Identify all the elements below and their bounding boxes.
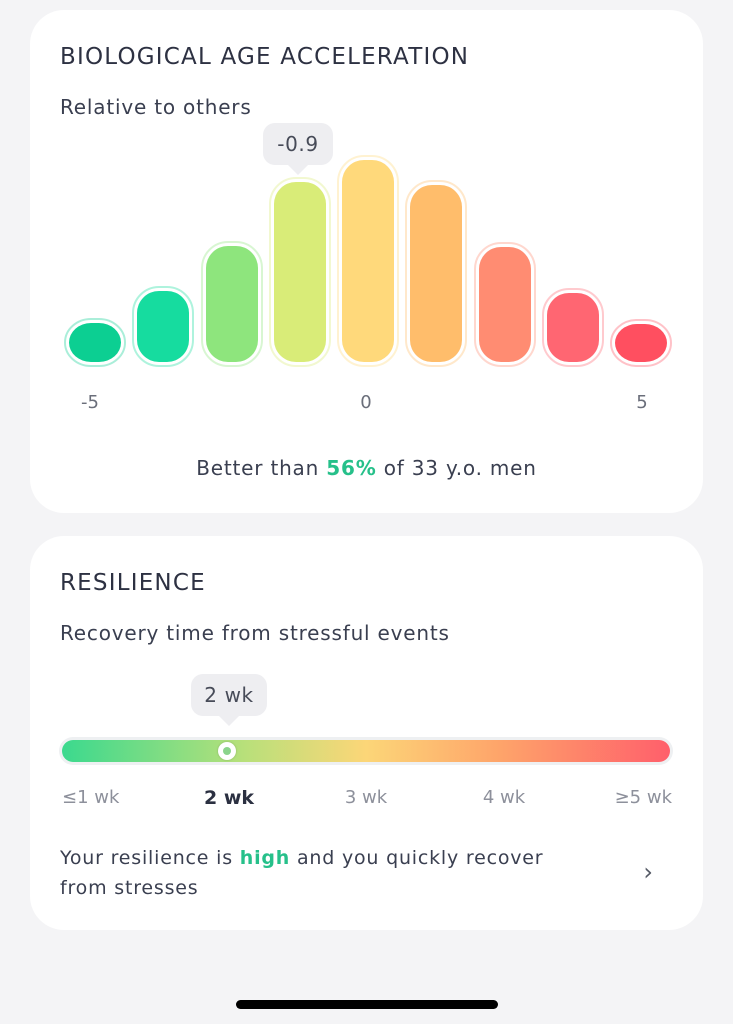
summary-percentile: 56% xyxy=(326,456,377,480)
scale-label-4wk: 4 wk xyxy=(482,787,526,808)
axis-tick-zero: 0 xyxy=(360,392,372,413)
bio-age-title: BIOLOGICAL AGE ACCELERATION xyxy=(60,44,470,70)
distribution-bar xyxy=(547,293,599,362)
resilience-title: RESILIENCE xyxy=(60,570,206,596)
summary-prefix: Better than xyxy=(196,456,327,480)
scale-label-3wk: 3 wk xyxy=(344,787,388,808)
bio-age-summary: Better than 56% of 33 y.o. men xyxy=(30,456,703,480)
scale-label-2wk: 2 wk xyxy=(203,787,255,809)
resilience-text-suffix: and you quickly recover from stresses xyxy=(60,847,544,899)
bio-age-distribution-chart xyxy=(64,155,672,367)
bio-age-card: BIOLOGICAL AGE ACCELERATION Relative to … xyxy=(30,10,703,513)
resilience-card[interactable]: RESILIENCE Recovery time from stressful … xyxy=(30,536,703,930)
resilience-subtitle: Recovery time from stressful events xyxy=(60,621,450,645)
resilience-text-prefix: Your resilience is xyxy=(60,847,240,869)
scale-label-5wk: ≥5 wk xyxy=(614,787,672,808)
distribution-bar xyxy=(342,160,394,362)
home-indicator xyxy=(236,1000,498,1009)
axis-tick-max: 5 xyxy=(636,392,648,413)
axis-tick-min: -5 xyxy=(81,392,99,413)
summary-suffix: of 33 y.o. men xyxy=(376,456,537,480)
bio-age-value-tooltip: -0.9 xyxy=(263,123,333,175)
distribution-bar xyxy=(137,291,189,362)
resilience-description: Your resilience is high and you quickly … xyxy=(60,843,580,903)
scale-label-1wk: ≤1 wk xyxy=(62,787,120,808)
resilience-scale-bar xyxy=(62,740,670,762)
bio-age-subtitle: Relative to others xyxy=(60,95,252,119)
distribution-bar xyxy=(615,324,667,362)
chevron-right-icon[interactable]: › xyxy=(643,858,653,886)
distribution-bar xyxy=(69,323,121,362)
distribution-bar xyxy=(206,246,258,362)
distribution-bar xyxy=(274,182,326,362)
resilience-value-tooltip: 2 wk xyxy=(191,674,267,726)
distribution-bar xyxy=(410,185,462,362)
resilience-level: high xyxy=(239,847,291,869)
distribution-bar xyxy=(479,247,531,362)
resilience-marker xyxy=(218,742,236,760)
